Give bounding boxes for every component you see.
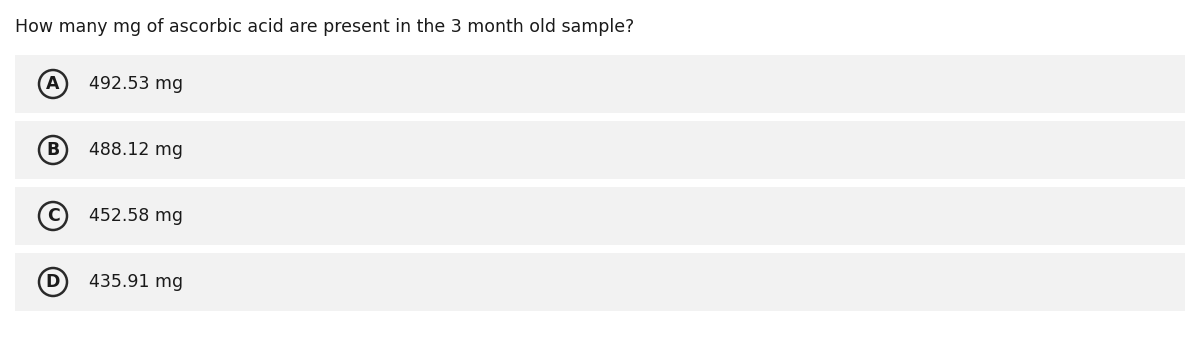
Text: 488.12 mg: 488.12 mg bbox=[89, 141, 182, 159]
Text: B: B bbox=[47, 141, 60, 159]
FancyBboxPatch shape bbox=[14, 121, 1186, 179]
Text: 452.58 mg: 452.58 mg bbox=[89, 207, 182, 225]
FancyBboxPatch shape bbox=[14, 187, 1186, 245]
Text: How many mg of ascorbic acid are present in the 3 month old sample?: How many mg of ascorbic acid are present… bbox=[14, 18, 635, 36]
Text: D: D bbox=[46, 273, 60, 291]
Text: C: C bbox=[47, 207, 59, 225]
Text: 492.53 mg: 492.53 mg bbox=[89, 75, 184, 93]
FancyBboxPatch shape bbox=[14, 55, 1186, 113]
FancyBboxPatch shape bbox=[14, 253, 1186, 311]
Text: 435.91 mg: 435.91 mg bbox=[89, 273, 184, 291]
Text: A: A bbox=[47, 75, 60, 93]
